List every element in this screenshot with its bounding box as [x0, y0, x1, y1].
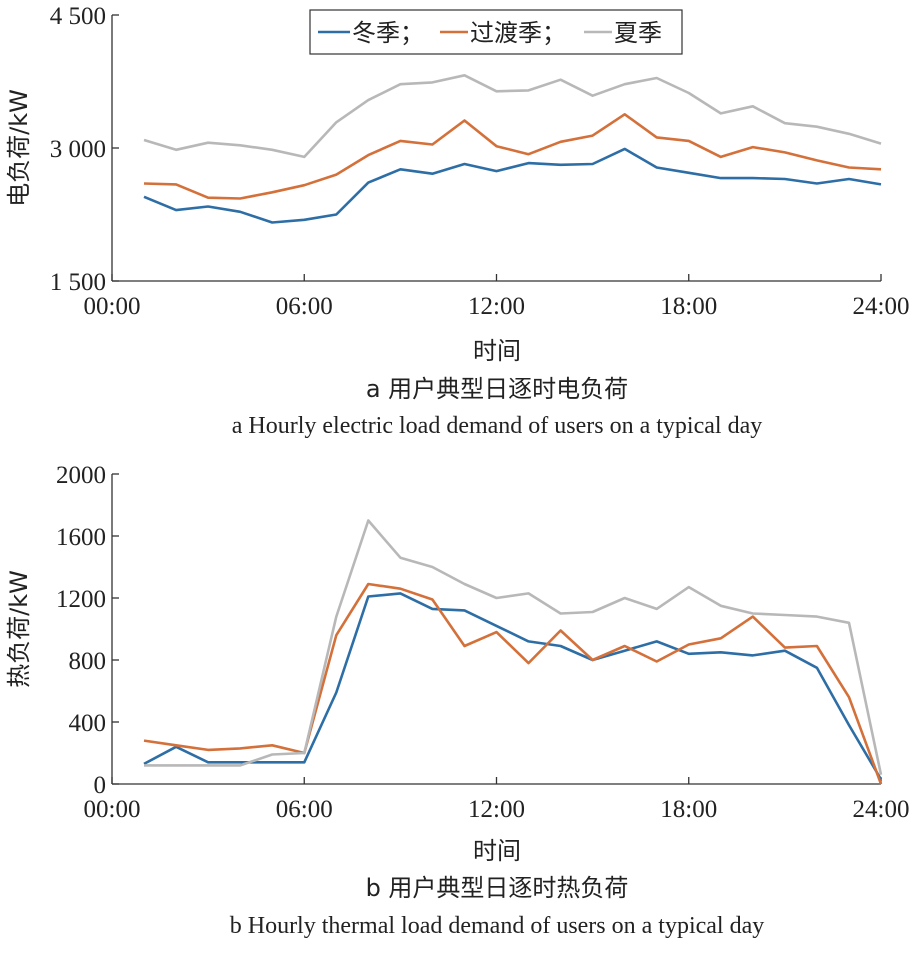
chart-0-series-line-2 — [143, 74, 882, 159]
chart-0-x-tick-label: 00:00 — [84, 293, 141, 320]
chart-0-x-tick-label: 18:00 — [660, 293, 717, 320]
chart-thermal-load: 2000 1600 1200 800 400 000:00 06:00 12:00 18:00 2… — [5, 462, 909, 939]
chart-1-caption-en: b Hourly thermal load demand of users on… — [230, 913, 765, 939]
legend-label-0: 冬季； — [352, 19, 424, 47]
chart-1-x-tick-label: 24:00 — [853, 796, 910, 823]
chart-0-series-line-0 — [143, 147, 882, 224]
chart-1-y-tick-label: 400 — [69, 710, 107, 737]
chart-0-x-tick-label: 12:00 — [468, 293, 525, 320]
chart-1-x-tick-label: 12:00 — [468, 796, 525, 823]
chart-1-y-tick-label: 2000 — [56, 462, 106, 489]
chart-1-y-tick-label: 0 — [94, 772, 107, 799]
chart-1-y-axis-label: 热负荷/kW — [5, 570, 33, 688]
chart-0-caption-en: a Hourly electric load demand of users o… — [232, 413, 762, 439]
chart-0-x-tick-label: 06:00 — [276, 293, 333, 320]
chart-0-caption-cn: a 用户典型日逐时电负荷 — [366, 375, 628, 403]
chart-0-x-tick-label: 24:00 — [853, 293, 910, 320]
legend-label-2: 夏季 — [614, 19, 662, 47]
chart-1-caption-cn: b 用户典型日逐时热负荷 — [366, 874, 629, 902]
chart-0-y-tick-label: 3 000 — [50, 136, 106, 163]
chart-1-x-tick-label: 06:00 — [276, 796, 333, 823]
chart-0-series-line-1 — [143, 113, 882, 200]
chart-1-y-tick-label: 1600 — [56, 524, 106, 551]
legend-label-1: 过渡季； — [470, 19, 566, 47]
chart-1-y-tick-label: 800 — [69, 648, 107, 675]
chart-1-series-line-0 — [143, 592, 883, 781]
chart-0-x-axis-label: 时间 — [473, 337, 521, 365]
chart-0-y-axis-label: 电负荷/kW — [5, 89, 33, 207]
chart-0-y-tick-label: 4 500 — [50, 3, 106, 30]
legend-box — [309, 9, 683, 55]
chart-0-y-tick-label: 1 500 — [50, 269, 106, 296]
chart-1-series-line-1 — [143, 582, 883, 785]
legend: 冬季； 过渡季； 夏季 — [309, 9, 683, 55]
chart-1-x-tick-label: 00:00 — [84, 796, 141, 823]
chart-1-y-tick-label: 1200 — [56, 586, 106, 613]
chart-1-x-axis-label: 时间 — [473, 837, 521, 865]
chart-1-x-tick-label: 18:00 — [660, 796, 717, 823]
chart-1-series-line-2 — [144, 519, 883, 775]
